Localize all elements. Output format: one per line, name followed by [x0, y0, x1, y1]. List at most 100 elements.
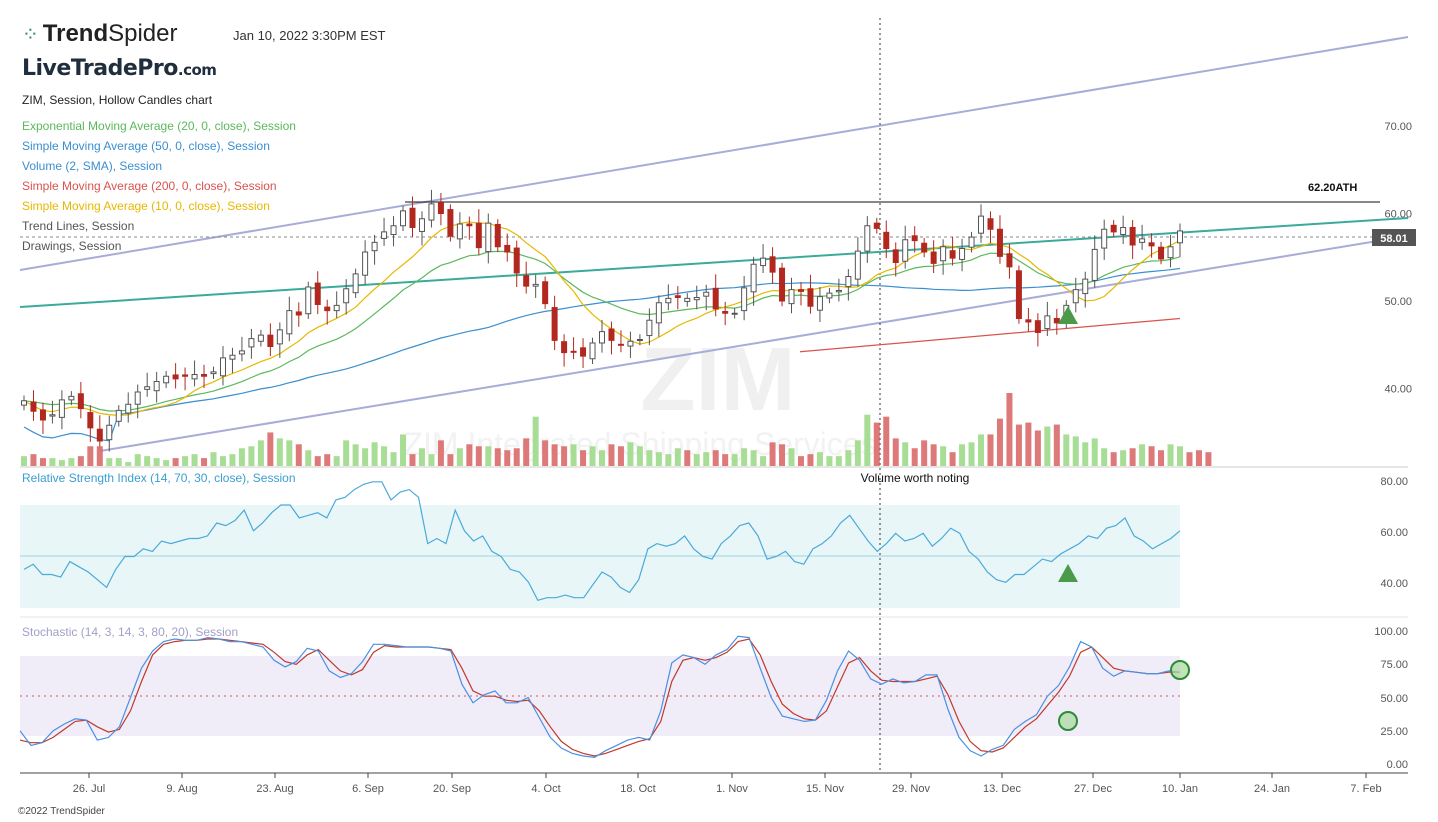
legend-item[interactable]: Simple Moving Average (50, 0, close), Se… — [22, 139, 270, 153]
volume-bar — [1186, 452, 1193, 466]
candle-body — [816, 296, 823, 311]
rsi-axis-tick: 80.00 — [1380, 476, 1408, 488]
volume-bar — [1120, 450, 1127, 466]
volume-bar — [30, 454, 37, 466]
volume-bar — [873, 422, 880, 466]
volume-bar — [523, 438, 530, 466]
candle-body — [257, 334, 264, 342]
candle-body — [172, 374, 179, 380]
candle-body — [1177, 230, 1183, 244]
candle-body — [1015, 270, 1022, 319]
x-axis-tick: 6. Sep — [352, 783, 384, 795]
volume-bar — [636, 446, 643, 466]
candle-body — [58, 399, 65, 418]
volume-bar — [693, 454, 700, 466]
volume-bars — [21, 393, 1212, 466]
stoch-panel-title[interactable]: Stochastic (14, 3, 14, 3, 80, 20), Sessi… — [22, 625, 238, 639]
candle-body — [703, 291, 710, 297]
brand-light: Spider — [108, 20, 178, 47]
candle-body — [892, 249, 899, 263]
candle-body — [1025, 319, 1032, 323]
volume-bar — [201, 458, 208, 466]
volume-bar — [1034, 430, 1041, 466]
legend-item[interactable]: Volume (2, SMA), Session — [22, 159, 163, 173]
x-axis-tick: 20. Sep — [433, 783, 471, 795]
x-axis-tick: 13. Dec — [983, 783, 1021, 795]
rsi-panel-title[interactable]: Relative Strength Index (14, 70, 30, clo… — [22, 471, 296, 485]
volume-bar — [1101, 448, 1108, 466]
candle-body — [229, 354, 236, 360]
candle-body — [779, 267, 786, 302]
candle-body — [949, 250, 956, 259]
legend-item[interactable]: Drawings, Session — [22, 239, 122, 253]
legend-item[interactable]: Exponential Moving Average (20, 0, close… — [22, 119, 296, 133]
volume-bar — [106, 458, 113, 466]
volume-bar — [428, 454, 435, 466]
candle-body — [134, 391, 141, 405]
volume-bar — [978, 434, 985, 466]
upper-channel-trendline — [19, 36, 1409, 271]
volume-bar — [333, 456, 340, 466]
candle-body — [741, 287, 748, 312]
candle-body — [125, 403, 132, 414]
volume-bar — [760, 456, 767, 466]
volume-bar — [1148, 446, 1155, 466]
last-price-label: 58.01 — [1380, 233, 1408, 245]
candle-body — [807, 288, 814, 307]
candle-body — [352, 273, 359, 294]
candle-body — [475, 222, 482, 249]
volume-bar — [1158, 450, 1165, 466]
candle-body — [523, 275, 530, 287]
ath-label: 62.20ATH — [1308, 182, 1357, 194]
volume-bar — [362, 448, 369, 466]
livetradepro-logo: LiveTradePro.com — [22, 56, 217, 81]
legend-item[interactable]: Simple Moving Average (200, 0, close), S… — [22, 179, 277, 193]
volume-bar — [1167, 444, 1174, 466]
volume-bar — [49, 458, 56, 466]
volume-bar — [570, 444, 577, 466]
volume-bar — [504, 450, 511, 466]
volume-bar — [39, 458, 46, 466]
volume-bar — [371, 442, 378, 466]
candle-body — [286, 310, 293, 335]
volume-bar — [390, 452, 397, 466]
brand-bold: Trend — [42, 20, 109, 47]
volume-bar — [115, 458, 122, 466]
candle-body — [1129, 227, 1136, 246]
x-axis-tick: 23. Aug — [256, 783, 293, 795]
volume-bar — [466, 444, 473, 466]
x-axis-tick: 15. Nov — [806, 783, 844, 795]
volume-bar — [921, 440, 928, 466]
symbol-watermark: ZIM — [641, 330, 796, 430]
volume-bar — [750, 450, 757, 466]
candle-body — [854, 250, 861, 280]
candle-body — [437, 202, 444, 214]
volume-bar — [257, 440, 264, 466]
stoch-axis-tick: 50.00 — [1380, 693, 1408, 705]
candle-body — [1110, 224, 1117, 233]
x-axis-tick: 24. Jan — [1254, 783, 1290, 795]
volume-bar — [589, 446, 596, 466]
candle-body — [835, 290, 842, 293]
legend-item[interactable]: Trend Lines, Session — [22, 219, 135, 233]
candle-body — [1044, 315, 1051, 330]
volume-bar — [996, 418, 1003, 466]
x-axis-tick: 1. Nov — [716, 783, 748, 795]
copyright: ©2022 TrendSpider — [18, 806, 105, 817]
volume-bar — [1195, 450, 1202, 466]
candle-body — [96, 428, 103, 442]
rsi-axis-tick: 60.00 — [1380, 527, 1408, 539]
candle-body — [77, 393, 84, 410]
candle-body — [314, 282, 321, 305]
axes: 40.00 50.00 60.00 70.00 40.00 60.00 80.00 0.00 2… — [73, 121, 1412, 795]
candle-body — [1101, 228, 1108, 249]
volume-bar — [267, 432, 274, 466]
volume-bar — [305, 450, 312, 466]
volume-bar — [1006, 393, 1013, 466]
stoch-cross-circle-icon — [1170, 660, 1190, 680]
legend-item[interactable]: Simple Moving Average (10, 0, close), Se… — [22, 199, 270, 213]
candle-body — [627, 340, 634, 347]
price-axis-tick: 40.00 — [1384, 384, 1412, 396]
candle-body — [684, 297, 691, 302]
